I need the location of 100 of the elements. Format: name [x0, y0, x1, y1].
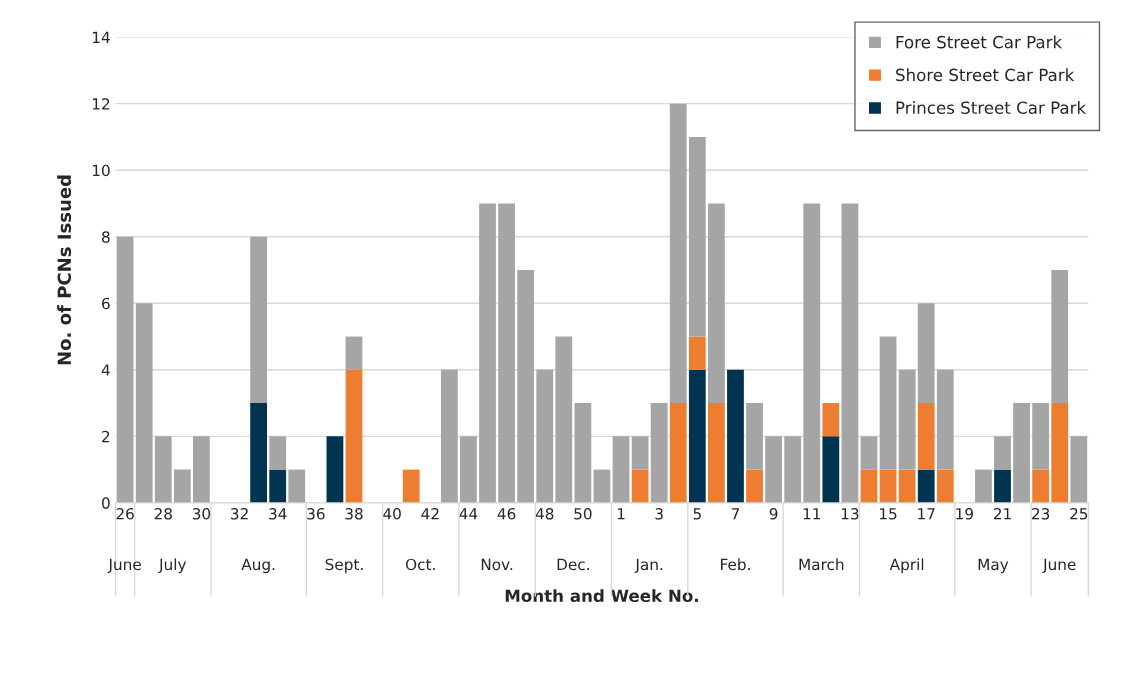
- bar: [994, 469, 1011, 503]
- bar: [498, 203, 515, 503]
- bar: [822, 436, 840, 503]
- text: Dec.: [557, 558, 589, 571]
- text: Oct.: [405, 558, 435, 571]
- bar: [517, 270, 535, 503]
- bar: [879, 469, 897, 503]
- bar: [860, 436, 878, 470]
- bar: [994, 436, 1011, 470]
- bar: [193, 436, 210, 503]
- bar: [631, 436, 649, 470]
- x-tick-label: 44: [459, 508, 478, 520]
- bar: [555, 336, 573, 503]
- bar: [917, 403, 935, 470]
- bar: [917, 469, 935, 503]
- y-tick-label: 6: [102, 297, 110, 310]
- x-tick-label: 19: [956, 508, 973, 520]
- x-tick-label: 5: [693, 508, 701, 520]
- bar: [479, 203, 496, 503]
- text: Sept.: [325, 558, 363, 574]
- x-tick-label: 34: [269, 508, 287, 520]
- bar: [1032, 403, 1050, 470]
- bar: [250, 236, 268, 404]
- bar: [688, 136, 706, 337]
- bar: [860, 469, 878, 503]
- legend-label: Princes Street Car Park: [896, 101, 1087, 114]
- bar: [917, 303, 935, 404]
- y-tick-label: 10: [92, 164, 110, 177]
- bar: [727, 369, 744, 503]
- legend-label: Fore Street Car Park: [896, 35, 1063, 49]
- bar: [822, 403, 840, 437]
- x-tick-label: 17: [918, 508, 935, 520]
- text: April: [889, 558, 924, 574]
- y-tick-label: 8: [102, 231, 110, 243]
- bar: [154, 436, 172, 503]
- x-tick-label: 48: [535, 508, 554, 520]
- bar: [250, 403, 268, 503]
- x-tick-label: 26: [116, 508, 134, 520]
- y-tick-label: 4: [101, 364, 110, 376]
- x-tick-label: 30: [192, 508, 211, 520]
- bar: [688, 369, 706, 503]
- x-tick-label: 23: [1032, 508, 1050, 520]
- y-tick-label: 14: [92, 31, 110, 43]
- x-tick-label: 36: [307, 508, 325, 520]
- bar: [116, 236, 134, 503]
- bar: [135, 303, 153, 503]
- bar: [708, 403, 725, 503]
- bar: [402, 469, 420, 503]
- x-tick-label: 42: [421, 508, 439, 520]
- text: Feb.: [721, 558, 750, 571]
- x-tick-label: 25: [1070, 508, 1088, 520]
- bar: [1032, 469, 1050, 503]
- y-tick-label: 2: [102, 430, 110, 443]
- bar: [841, 203, 859, 503]
- bar: [708, 203, 725, 404]
- x-tick-label: 3: [655, 508, 663, 520]
- bar: [1051, 403, 1069, 503]
- bar: [440, 369, 458, 503]
- bar: [803, 203, 821, 503]
- bar: [669, 403, 687, 503]
- x-tick-label: 7: [731, 508, 740, 520]
- x-tick-label: 28: [154, 508, 172, 520]
- bar: [1051, 270, 1069, 404]
- x-tick-label: 38: [345, 508, 363, 520]
- bar: [746, 469, 763, 503]
- text: July: [158, 558, 187, 574]
- bar: [173, 469, 191, 503]
- x-tick-label: 15: [880, 508, 897, 520]
- x-axis-title: Month and Week No.: [505, 589, 698, 603]
- text: June: [1042, 558, 1076, 574]
- bar: [612, 436, 630, 503]
- x-tick-label: 9: [769, 508, 778, 520]
- x-tick-label: 13: [841, 508, 859, 520]
- bar: [326, 436, 344, 503]
- bar: [269, 436, 287, 470]
- bar: [746, 403, 763, 470]
- text: Jan.: [634, 558, 663, 574]
- bar: [898, 369, 916, 470]
- bar: [879, 336, 897, 470]
- bar: [593, 469, 611, 503]
- bar: [936, 469, 954, 503]
- text: March: [799, 558, 844, 571]
- bar: [688, 336, 706, 370]
- bar: [650, 403, 668, 503]
- bar: [1070, 436, 1088, 503]
- bar: [936, 369, 954, 470]
- text: May: [978, 558, 1009, 574]
- bar: [669, 103, 687, 404]
- bar: [975, 469, 992, 503]
- text: Nov.: [481, 558, 513, 571]
- x-tick-label: 40: [383, 508, 401, 520]
- bar: [574, 403, 592, 503]
- bar: [765, 436, 783, 503]
- bar: [1013, 403, 1030, 503]
- text: June: [107, 558, 141, 574]
- bar: [288, 469, 306, 503]
- bar: [536, 369, 554, 503]
- x-tick-label: 21: [993, 508, 1011, 520]
- bar: [460, 436, 477, 503]
- bar: [631, 469, 649, 503]
